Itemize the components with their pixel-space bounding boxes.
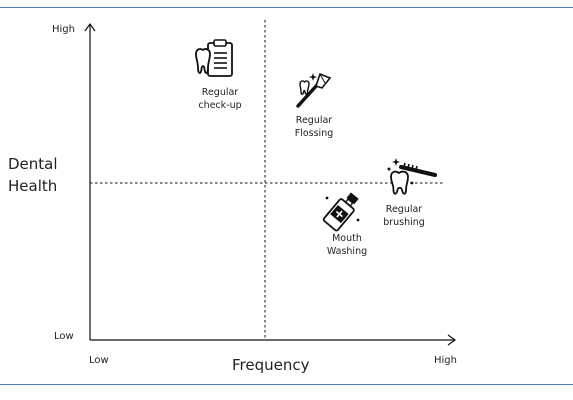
- y-axis-title: Dental Health: [8, 155, 58, 195]
- bottom-rule: [0, 384, 573, 385]
- item-regular-brushing: Regular brushing: [383, 204, 425, 228]
- x-high-label: High: [434, 355, 457, 366]
- x-axis-arrow: [447, 334, 457, 346]
- top-rule: [0, 7, 573, 8]
- x-axis-title: Frequency: [232, 356, 310, 374]
- item-regular-flossing: Regular Flossing: [294, 115, 334, 139]
- y-high-label: High: [52, 24, 75, 35]
- y-axis-arrow: [84, 22, 96, 32]
- x-low-label: Low: [89, 355, 109, 366]
- mouthwash-bottle-icon: [322, 192, 360, 232]
- tooth-brush-icon: [387, 158, 437, 195]
- item-mouth-washing: Mouth Washing: [326, 233, 368, 257]
- y-low-label: Low: [54, 331, 74, 342]
- item-regular-check-up: Regular check-up: [198, 87, 242, 111]
- floss-pick-icon: [296, 72, 332, 108]
- dental-clipboard-icon: [195, 39, 233, 77]
